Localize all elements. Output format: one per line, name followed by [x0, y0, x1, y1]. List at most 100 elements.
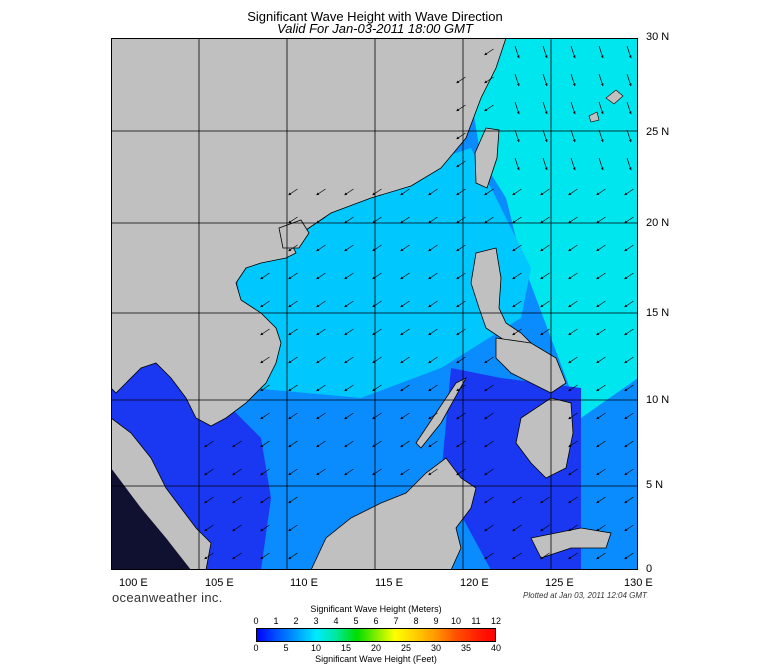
wave-arrow	[372, 216, 382, 224]
wave-arrow	[512, 244, 522, 252]
wave-arrow	[512, 272, 522, 280]
wave-zone-high	[471, 38, 638, 418]
wave-arrow	[568, 496, 578, 504]
wave-arrow	[484, 496, 494, 504]
wave-arrow	[428, 468, 438, 476]
wave-arrow	[484, 216, 494, 224]
wave-arrow	[568, 412, 578, 420]
scale-tick: 12	[490, 616, 502, 626]
wave-arrow	[260, 328, 270, 336]
wave-arrow	[512, 552, 522, 560]
wave-arrow	[596, 412, 606, 420]
wave-arrow	[624, 300, 634, 308]
wave-arrow	[400, 188, 410, 196]
wave-arrow	[456, 412, 466, 420]
wave-arrow	[626, 73, 632, 87]
wave-arrow	[344, 440, 354, 448]
wave-arrow	[596, 188, 606, 196]
wave-arrow	[344, 468, 354, 476]
wave-arrow	[540, 496, 550, 504]
wave-arrow	[624, 496, 634, 504]
wave-arrow	[288, 244, 298, 252]
wave-arrow	[624, 244, 634, 252]
scale-tick: 10	[450, 616, 462, 626]
wave-arrow	[400, 412, 410, 420]
wave-arrow	[568, 440, 578, 448]
lon-label-105e: 105 E	[205, 577, 234, 589]
scale-tick: 5	[353, 616, 359, 626]
wave-arrow	[570, 129, 576, 143]
wave-arrow	[288, 328, 298, 336]
wave-height-map	[111, 38, 638, 570]
lat-label-0: 0	[646, 563, 653, 575]
wave-arrow	[540, 524, 550, 532]
wave-arrow	[484, 356, 494, 364]
wave-arrow	[540, 272, 550, 280]
wave-arrow	[288, 300, 298, 308]
wave-arrow	[260, 524, 270, 532]
wave-arrow	[372, 328, 382, 336]
scale-tick: 30	[430, 643, 442, 653]
wave-arrow	[568, 300, 578, 308]
wave-arrow	[372, 384, 382, 392]
wave-arrow	[596, 384, 606, 392]
wave-arrow	[400, 244, 410, 252]
chart-title: Significant Wave Height with Wave Direct…	[247, 9, 503, 24]
wave-arrow	[456, 440, 466, 448]
wave-arrow	[456, 160, 466, 168]
wave-arrow	[428, 300, 438, 308]
wave-arrow	[344, 272, 354, 280]
wave-arrow	[540, 188, 550, 196]
wave-arrow	[624, 188, 634, 196]
wave-arrow	[288, 188, 298, 196]
wave-arrow	[624, 440, 634, 448]
wave-arrow	[372, 440, 382, 448]
wave-arrow	[428, 384, 438, 392]
scale-tick: 0	[253, 616, 259, 626]
wave-arrow	[568, 356, 578, 364]
scale-tick: 11	[471, 616, 481, 626]
wave-arrow	[288, 356, 298, 364]
wave-arrow	[344, 216, 354, 224]
scale-tick: 6	[373, 616, 379, 626]
wave-arrow	[400, 272, 410, 280]
wave-arrow	[204, 524, 214, 532]
wave-arrow	[484, 76, 494, 84]
scale-tick: 3	[313, 616, 319, 626]
wave-direction-arrows	[204, 45, 634, 560]
wave-arrow	[598, 73, 604, 87]
wave-arrow	[456, 104, 466, 112]
land-palawan	[415, 377, 467, 449]
wave-arrow	[316, 356, 326, 364]
land-hainan	[278, 219, 310, 249]
wave-arrow	[596, 300, 606, 308]
wave-arrow	[456, 356, 466, 364]
wave-arrow	[288, 384, 298, 392]
wave-arrow	[542, 73, 548, 87]
wave-arrow	[598, 101, 604, 115]
wave-arrow	[260, 412, 270, 420]
wave-arrow	[400, 356, 410, 364]
wave-arrow	[568, 468, 578, 476]
scale-tick: 9	[433, 616, 439, 626]
scale-tick: 10	[310, 643, 322, 653]
lat-label-20n: 20 N	[646, 217, 670, 229]
scale-tick: 1	[273, 616, 279, 626]
wave-arrow	[598, 157, 604, 171]
wave-arrow	[288, 468, 298, 476]
wave-arrow	[624, 412, 634, 420]
wave-arrow	[596, 552, 606, 560]
wave-arrow	[514, 129, 520, 143]
wave-arrow	[428, 216, 438, 224]
wave-arrow	[372, 272, 382, 280]
wave-arrow	[372, 300, 382, 308]
wave-arrow	[540, 328, 550, 336]
wave-arrow	[542, 101, 548, 115]
wave-arrow	[428, 412, 438, 420]
lon-label-130e: 130 E	[624, 577, 653, 589]
scale-tick: 0	[253, 643, 259, 653]
wave-arrow	[316, 188, 326, 196]
wave-arrow	[624, 328, 634, 336]
wave-arrow	[568, 244, 578, 252]
lat-label-10n: 10 N	[646, 394, 670, 406]
